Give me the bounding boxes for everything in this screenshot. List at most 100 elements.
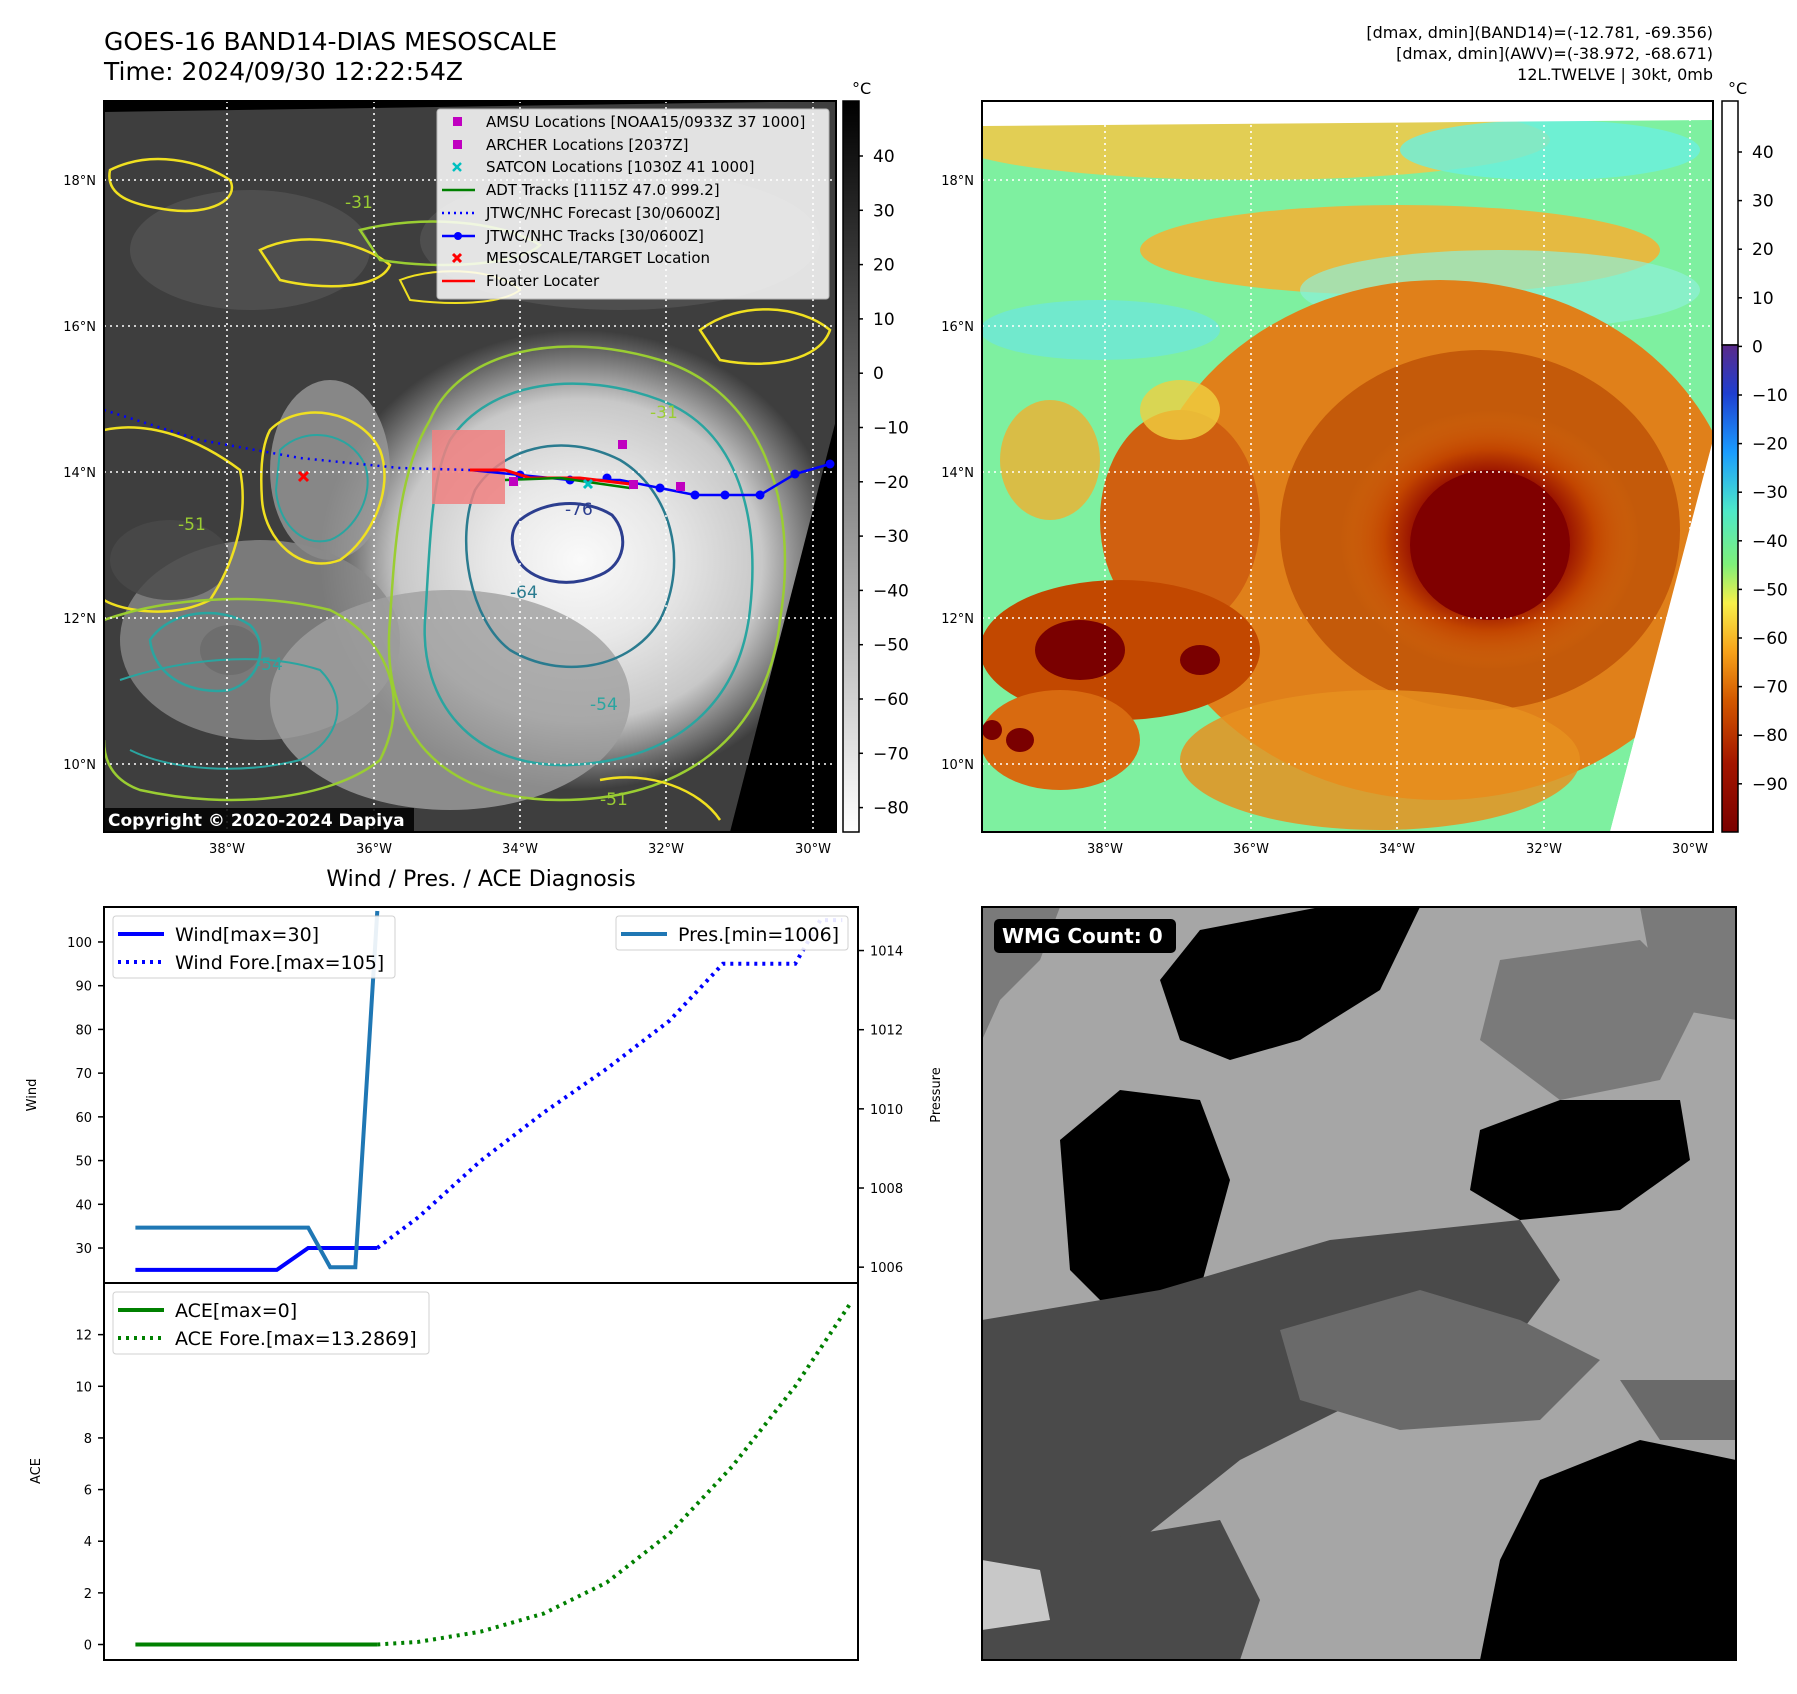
lon-label: 36°W [1233, 842, 1269, 857]
ace-axis-label: ACE [29, 1458, 44, 1484]
lat-label: 10°N [941, 758, 974, 773]
colorbar-tick-label: −90 [1752, 775, 1788, 795]
lon-label: 32°W [648, 842, 684, 857]
series-line-2 [135, 910, 380, 1270]
ace-tick-label: 6 [84, 1484, 92, 1499]
lon-label: 30°W [1672, 842, 1708, 857]
colorbar-tick-label: −60 [1752, 629, 1788, 649]
series-line-0 [135, 1246, 378, 1272]
wind-tick-label: 80 [75, 1023, 92, 1038]
ace-tick-label: 12 [75, 1329, 92, 1344]
ir-colorbar [842, 100, 860, 833]
lat-label: 14°N [63, 466, 96, 481]
pressure-tick-label: 1010 [870, 1103, 903, 1118]
colorbar-tick-label: −10 [873, 419, 909, 439]
legend-satcon: SATCON Locations [1030Z 41 1000] [486, 158, 754, 176]
wind-tick-label: 90 [75, 980, 92, 995]
wind-tick-label: 40 [75, 1198, 92, 1213]
wmg-panel: WMG Count: 0 [981, 906, 1737, 1661]
colorbar-tick-label: −40 [873, 581, 909, 601]
colorbar-tick-label: −30 [1752, 483, 1788, 503]
lon-label: 30°W [795, 842, 831, 857]
contour-label: -31 [650, 403, 678, 423]
wind-axis-label: Wind [25, 1079, 40, 1112]
colorbar-tick-label: 10 [1752, 289, 1774, 309]
colorbar-tick-label: −70 [1752, 678, 1788, 698]
pressure-tick-label: 1012 [870, 1024, 903, 1039]
legend-ace-fore: ACE Fore.[max=13.2869] [175, 1328, 417, 1350]
colorbar-tick-label: −80 [873, 799, 909, 819]
colorbar-tick-label: 30 [1752, 192, 1774, 212]
colorbar-tick-label: 10 [873, 310, 895, 330]
legend-wind: Wind[max=30] [175, 924, 319, 946]
colorbar-tick-label: −80 [1752, 726, 1788, 746]
lon-label: 32°W [1526, 842, 1562, 857]
ace-panel: 0 2 4 6 8 10 12 ACE ACE[max=0] ACE Fore.[max=1… [29, 1282, 859, 1661]
colorbar-tick-label: 20 [1752, 240, 1774, 260]
contour-label: -54 [255, 655, 283, 675]
lat-label: 18°N [63, 174, 96, 189]
colorbar-tick-label: −20 [1752, 435, 1788, 455]
lat-label: 16°N [941, 320, 974, 335]
wind-tick-label: 30 [75, 1242, 92, 1257]
colorbar-tick-label: −10 [1752, 386, 1788, 406]
floater-box [432, 430, 505, 504]
pressure-tick-label: 1014 [870, 945, 903, 960]
lat-label: 10°N [63, 758, 96, 773]
colorbar-tick-label: −40 [1752, 532, 1788, 552]
colorbar-tick-label: −20 [873, 473, 909, 493]
ace-tick-label: 2 [84, 1587, 92, 1602]
storm-info: 12L.TWELVE | 30kt, 0mb [1517, 65, 1713, 84]
contour-label: -64 [510, 583, 538, 603]
colorbar-tick-label: 0 [873, 364, 884, 384]
awv-colorbar-unit: °C [1728, 79, 1747, 98]
pressure-tick-label: 1008 [870, 1182, 903, 1197]
colorbar-tick-label: −70 [873, 744, 909, 764]
legend-jtwc: JTWC/NHC Tracks [30/0600Z] [485, 227, 704, 245]
legend-floater: Floater Locater [486, 272, 600, 290]
adt-track [504, 476, 631, 490]
legend-adt: ADT Tracks [1115Z 47.0 999.2] [486, 181, 720, 199]
wind-pressure-panel: 30 40 50 60 70 80 90 100 1006 1008 1010 1012 1014 W… [25, 906, 944, 1284]
pressure-axis-label: Pressure [929, 1067, 944, 1123]
lon-label: 36°W [356, 842, 392, 857]
ace-tick-label: 0 [84, 1639, 92, 1654]
legend-amsu: AMSU Locations [NOAA15/0933Z 37 1000] [486, 113, 805, 131]
colorbar-tick-label: −30 [873, 527, 909, 547]
legend-target: MESOSCALE/TARGET Location [486, 249, 710, 267]
awv-colorbar [1721, 344, 1739, 833]
awv-range: [dmax, dmin](AWV)=(-38.972, -68.671) [1396, 44, 1713, 63]
colorbar-tick-label: 20 [873, 256, 895, 276]
series-line-1 [376, 918, 843, 1250]
lat-label: 12°N [63, 612, 96, 627]
wind-tick-label: 70 [75, 1067, 92, 1082]
ir-legend: AMSU Locations [NOAA15/0933Z 37 1000] AR… [436, 108, 830, 300]
copyright: Copyright © 2020-2024 Dapiya [108, 811, 405, 831]
figure-time: Time: 2024/09/30 12:22:54Z [103, 57, 463, 86]
wind-tick-label: 100 [67, 936, 92, 951]
ir-colorbar-unit: °C [852, 79, 871, 98]
wind-tick-label: 60 [75, 1111, 92, 1126]
legend-forecast: JTWC/NHC Forecast [30/0600Z] [485, 204, 720, 222]
colorbar-tick-label: 40 [1752, 143, 1774, 163]
contour-label: -51 [178, 515, 206, 535]
contour-label: -76 [565, 500, 593, 520]
legend-archer: ARCHER Locations [2037Z] [486, 136, 689, 154]
lon-label: 38°W [1087, 842, 1123, 857]
awv-map: 18°N 16°N 14°N 12°N 10°N 38°W 36°W 34°W … [941, 79, 1788, 857]
colorbar-tick-label: 0 [1752, 337, 1763, 357]
ace-series-line-1 [377, 1300, 854, 1647]
lat-label: 16°N [63, 320, 96, 335]
colorbar-tick-label: −60 [873, 690, 909, 710]
legend-ace: ACE[max=0] [175, 1300, 297, 1322]
lat-label: 12°N [941, 612, 974, 627]
lon-label: 34°W [1379, 842, 1415, 857]
figure-title: GOES-16 BAND14-DIAS MESOSCALE [104, 27, 557, 56]
chart-title: Wind / Pres. / ACE Diagnosis [326, 867, 635, 892]
wmg-count-label: WMG Count: 0 [1002, 924, 1163, 948]
colorbar-tick-label: −50 [1752, 580, 1788, 600]
ir-map: -76 -64 -54 -31 -31 -51 -54 -51 [63, 79, 909, 857]
contour-label: -31 [345, 193, 373, 213]
